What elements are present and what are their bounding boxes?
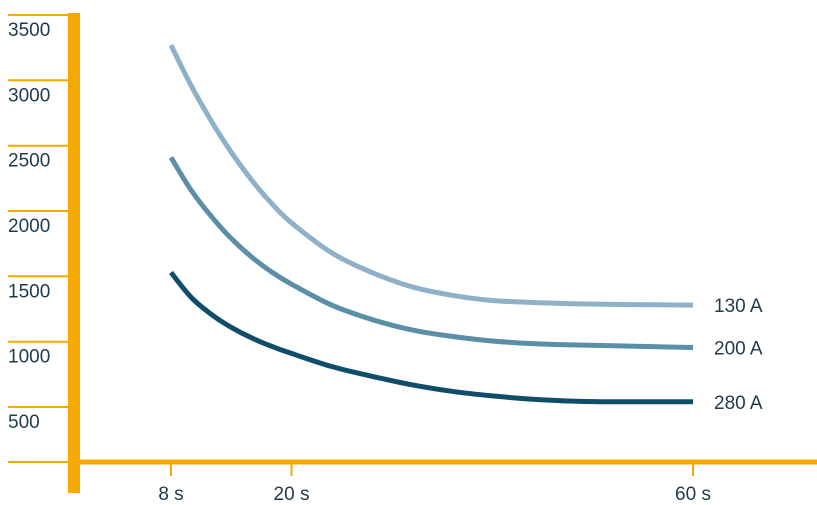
series-label-280-a: 280 A	[714, 393, 763, 414]
series-line-130-a	[168, 43, 694, 308]
y-tick-label-1000: 1000	[8, 347, 50, 368]
series-label-130-a: 130 A	[714, 296, 763, 317]
x-tick-label-60: 60 s	[675, 484, 711, 505]
x-tick-label-8: 8 s	[158, 484, 183, 505]
y-tick-label-2500: 2500	[8, 151, 50, 172]
y-tick-label-2000: 2000	[8, 216, 50, 237]
y-tick-label-1500: 1500	[8, 281, 50, 302]
y-tick-label-500: 500	[8, 412, 40, 433]
y-tick-label-3000: 3000	[8, 85, 50, 106]
y-tick-label-3500: 3500	[8, 20, 50, 41]
series-line-280-a	[169, 270, 693, 405]
series-label-200-a: 200 A	[714, 339, 763, 360]
series-line-200-a	[168, 156, 694, 350]
label-layer: 130 A 200 A 280 A 500 1000 1500 2000 2500 3000 35…	[8, 20, 763, 505]
x-tick-label-20: 20 s	[274, 484, 310, 505]
series-layer	[168, 43, 694, 405]
axis-layer	[8, 13, 817, 493]
x-axis	[68, 459, 817, 465]
y-axis	[68, 13, 80, 493]
